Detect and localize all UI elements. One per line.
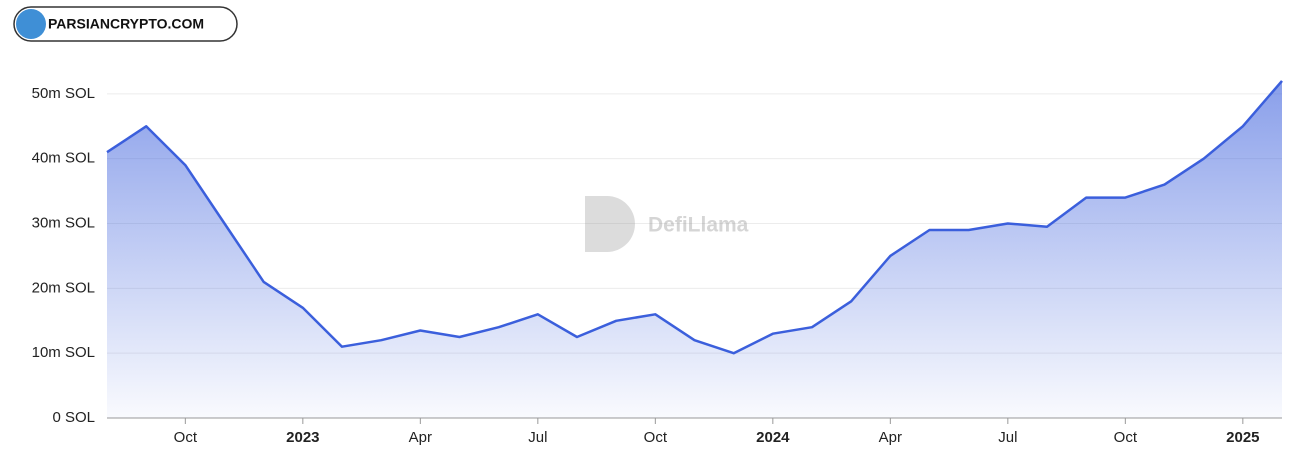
brand-badge: PARSIANCRYPTO.COM: [13, 6, 238, 42]
x-tick-label: Apr: [879, 429, 902, 446]
area-fill: [107, 80, 1282, 419]
brand-text: PARSIANCRYPTO.COM: [48, 16, 204, 32]
x-tick-label: 2024: [756, 429, 790, 446]
watermark-logo: [585, 196, 635, 252]
brand-frame: [13, 6, 238, 42]
x-tick-label: Jul: [528, 429, 547, 446]
y-tick-label: 50m SOL: [32, 85, 95, 102]
y-tick-label: 10m SOL: [32, 344, 95, 361]
x-tick-label: Oct: [1114, 429, 1138, 446]
x-tick-label: 2023: [286, 429, 319, 446]
x-tick-label: Oct: [174, 429, 198, 446]
y-tick-label: 30m SOL: [32, 214, 95, 231]
watermark-text: DefiLlama: [648, 214, 749, 237]
watermark: DefiLlama: [585, 196, 749, 252]
plot: [106, 80, 1283, 419]
y-tick-label: 20m SOL: [32, 279, 95, 296]
y-tick-label: 40m SOL: [32, 150, 95, 167]
line: [106, 80, 1283, 355]
brand-icon: [16, 9, 46, 39]
x-tick-label: Oct: [644, 429, 668, 446]
x-tick-label: Apr: [409, 429, 432, 446]
x-tick-label: Jul: [998, 429, 1017, 446]
y-tick-label: 0 SOL: [52, 409, 95, 426]
x-tick-label: 2025: [1226, 429, 1259, 446]
